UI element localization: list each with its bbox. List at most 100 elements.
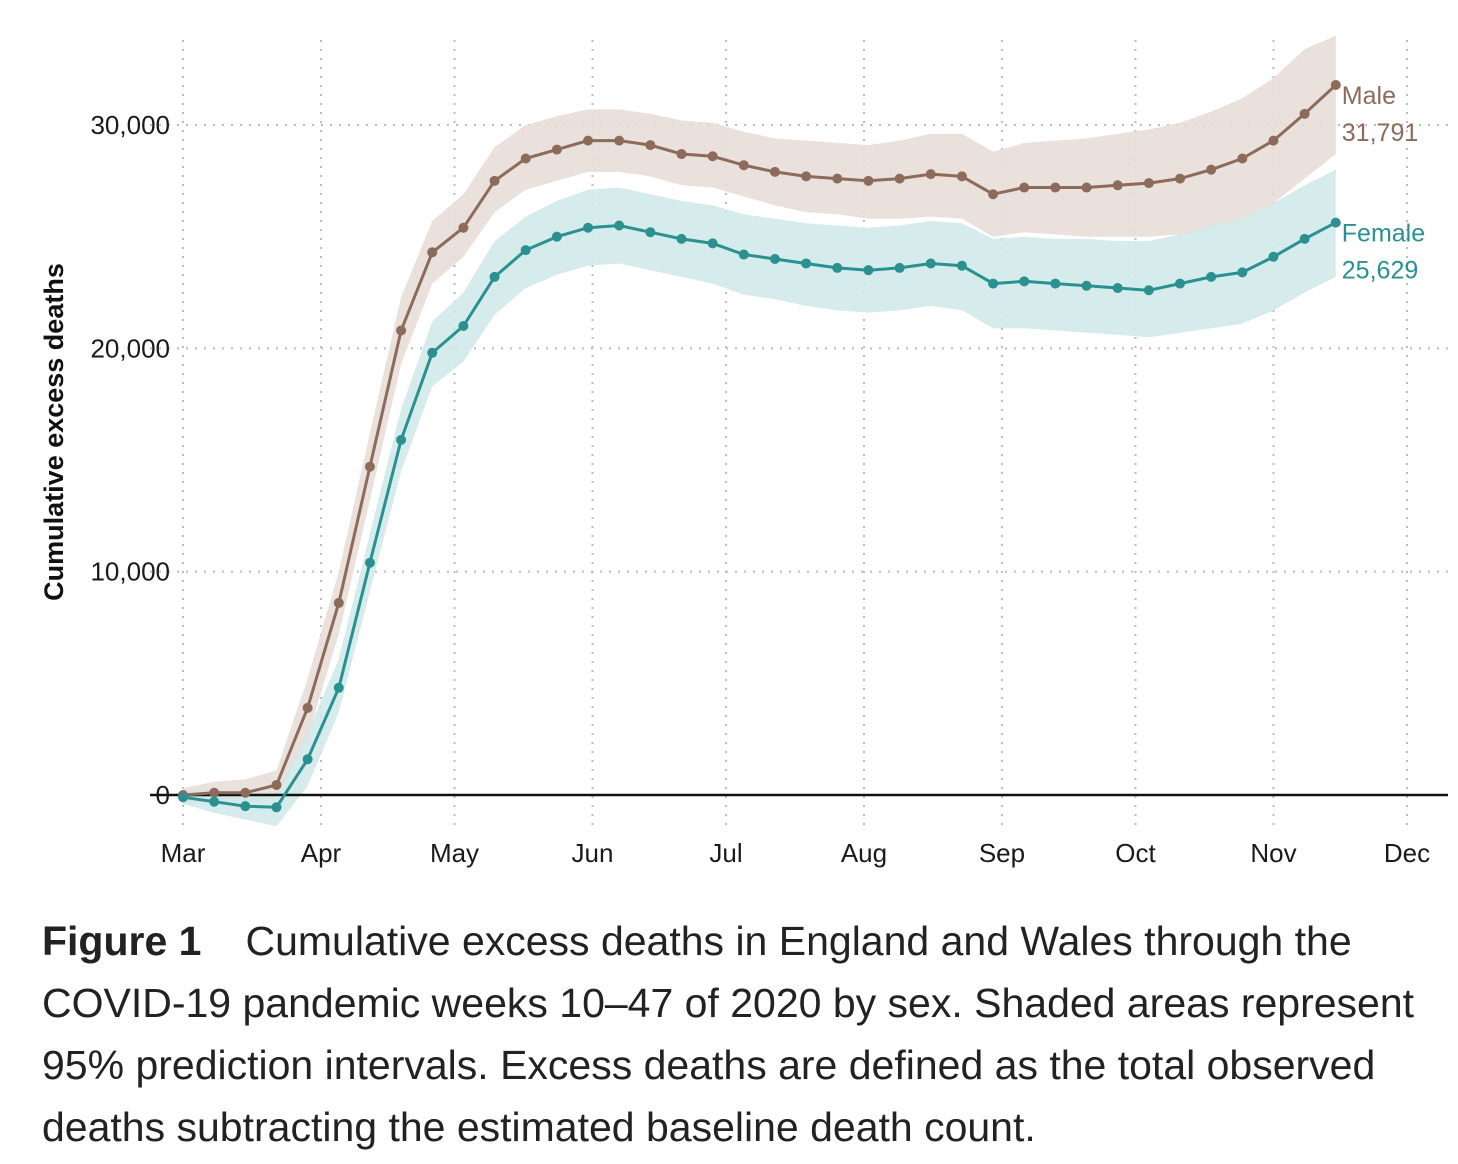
male-point	[1330, 80, 1341, 91]
female-point	[676, 233, 687, 244]
y-tick-label: 0	[156, 780, 170, 810]
male-point	[1112, 180, 1123, 191]
male-point	[614, 135, 625, 146]
female-point	[863, 265, 874, 276]
male-point	[769, 166, 780, 177]
female-point	[769, 254, 780, 264]
excess-deaths-chart: 0 10,000 20,000 30,000 Mar Apr May Jun Jul Aug Se…	[39, 35, 1448, 868]
male-point	[1143, 178, 1154, 189]
y-tick-label: 10,000	[90, 557, 170, 587]
x-gridlines	[182, 40, 1408, 830]
male-point	[956, 171, 967, 182]
male-point	[925, 169, 936, 180]
male-line	[182, 83, 1337, 797]
male-point	[271, 779, 282, 790]
female-point	[333, 682, 344, 693]
male-point	[1206, 164, 1217, 175]
female-point	[1237, 267, 1248, 278]
female-point	[1175, 278, 1186, 289]
male-point	[489, 175, 500, 186]
figure-caption: Figure 1 Cumulative excess deaths in Engl…	[42, 910, 1432, 1158]
female-point	[1081, 280, 1092, 291]
female-point	[458, 321, 469, 331]
male-point	[1019, 182, 1030, 193]
female-point	[427, 347, 438, 358]
female-point	[707, 238, 718, 249]
female-point	[832, 262, 843, 273]
male-point	[645, 140, 656, 151]
male-point	[1237, 153, 1248, 164]
male-end-value: 31,791	[1342, 119, 1418, 147]
caption-text: Cumulative excess deaths in England and …	[42, 918, 1415, 1150]
female-point	[240, 801, 251, 812]
x-tick-label: Nov	[1250, 838, 1296, 868]
male-point	[1268, 135, 1279, 146]
y-tick-label: 30,000	[90, 110, 170, 140]
x-tick-label: Jun	[572, 838, 614, 868]
x-tick-label: Aug	[841, 838, 887, 868]
x-axis-tick-labels: Mar Apr May Jun Jul Aug Sep Oct Nov Dec	[161, 838, 1431, 868]
male-point	[520, 153, 531, 164]
male-point	[1050, 182, 1061, 193]
male-point	[863, 175, 874, 186]
female-end-value: 25,629	[1342, 257, 1418, 285]
male-point	[302, 702, 313, 713]
x-tick-label: Sep	[979, 838, 1025, 868]
female-point	[583, 222, 594, 233]
prediction-interval-bands	[183, 35, 1336, 827]
x-tick-label: Mar	[161, 838, 206, 868]
female-prediction-band	[183, 169, 1336, 827]
female-point	[614, 220, 625, 231]
male-point	[458, 222, 469, 233]
female-line	[182, 221, 1337, 809]
male-point	[801, 171, 812, 182]
female-point	[1299, 233, 1310, 244]
female-point	[271, 802, 282, 813]
y-tick-label: 20,000	[90, 333, 170, 363]
y-axis-label: Cumulative excess deaths	[39, 263, 69, 601]
female-point	[894, 262, 905, 273]
male-point	[364, 461, 375, 472]
female-point	[801, 258, 812, 269]
male-point	[738, 160, 749, 171]
male-point	[209, 787, 220, 798]
female-point	[1019, 276, 1030, 287]
y-axis-tick-labels: 0 10,000 20,000 30,000	[90, 110, 170, 810]
female-point	[1330, 217, 1341, 228]
series-end-labels: Male 31,791 Female 25,629	[1342, 82, 1425, 285]
female-point	[489, 271, 500, 282]
male-point	[333, 597, 344, 608]
x-tick-label: Oct	[1115, 838, 1156, 868]
female-series-name: Female	[1342, 220, 1425, 248]
female-point	[364, 557, 375, 568]
x-tick-label: Apr	[301, 838, 342, 868]
female-point	[520, 245, 531, 256]
female-point	[1268, 251, 1279, 262]
male-point	[988, 189, 999, 200]
x-tick-label: Dec	[1384, 838, 1430, 868]
male-point	[396, 325, 407, 336]
female-point	[1206, 271, 1217, 282]
female-point	[1050, 278, 1061, 289]
male-point	[1081, 182, 1092, 193]
male-point	[583, 135, 594, 146]
male-point	[240, 787, 251, 798]
male-point	[427, 247, 438, 258]
female-point	[956, 260, 967, 271]
male-point	[832, 173, 843, 184]
female-point	[738, 249, 749, 260]
female-point	[396, 434, 407, 445]
male-series-name: Male	[1342, 82, 1396, 110]
female-point	[925, 258, 936, 269]
male-point	[551, 144, 562, 155]
x-tick-label: May	[430, 838, 479, 868]
female-point	[178, 792, 188, 803]
male-point	[1175, 173, 1186, 184]
figure-label: Figure 1	[42, 918, 202, 964]
female-point	[1112, 283, 1123, 294]
series-lines	[178, 80, 1341, 813]
female-point	[302, 754, 313, 765]
female-point	[988, 278, 999, 289]
male-point	[894, 173, 905, 184]
male-point	[707, 151, 718, 162]
